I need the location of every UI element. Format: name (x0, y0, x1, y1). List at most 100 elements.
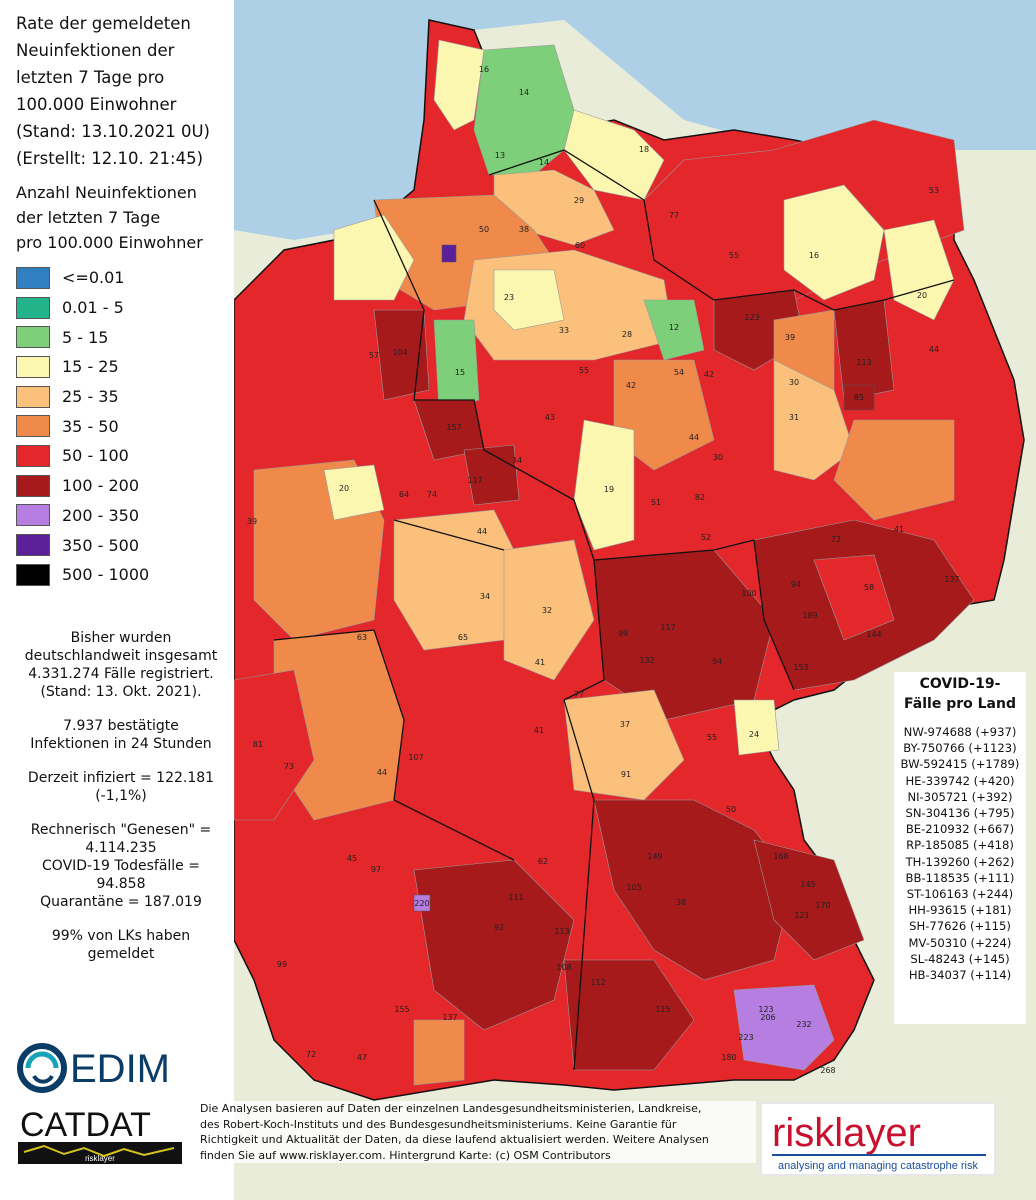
state-row: NW-974688 (+937) (903, 725, 1017, 739)
stat-line: 94.858 (96, 876, 146, 892)
legend-label: 5 - 15 (62, 327, 109, 347)
legend-swatch (16, 355, 50, 378)
district-value-label: 31 (789, 413, 799, 422)
district-value-label: 74 (427, 490, 437, 499)
state-row: BB-118535 (+111) (905, 870, 1015, 885)
district-value-label: 168 (773, 852, 788, 861)
district-value-label: 85 (854, 393, 864, 402)
district-value-label: 34 (512, 456, 522, 465)
district-value-label: 44 (929, 345, 939, 354)
district-value-label: 52 (701, 533, 711, 542)
district-value-label: 153 (793, 663, 808, 672)
legend-swatch (16, 504, 50, 527)
st-salzland-yellow (573, 419, 635, 551)
stat-line: Derzeit infiziert = 122.181 (27, 770, 215, 786)
footer-line: Die Analysen basieren auf Daten der einz… (200, 1102, 702, 1115)
district-value-label: 53 (929, 186, 939, 195)
district-value-label: 51 (651, 498, 661, 507)
district-value-label: 73 (284, 762, 294, 771)
stats-panel: Bisher wurden deutschlandweit insgesamt … (8, 625, 234, 1035)
district-value-label: 41 (894, 525, 904, 534)
state-title-line: Fälle pro Land (904, 696, 1016, 712)
district-value-label: 137 (944, 575, 959, 584)
district-value-label: 55 (707, 733, 717, 742)
state-row: BW-592415 (+1789) (900, 757, 1020, 772)
district-value-label: 112 (590, 978, 605, 987)
risklayer-logo-graphic: risklayer analysing and managing catastr… (760, 1102, 996, 1176)
district-value-label: 62 (538, 857, 548, 866)
title-line: Rate der gemeldeten (16, 14, 191, 33)
district-value-label: 149 (647, 852, 662, 861)
footer-line: Richtigkeit und Aktualität der Daten, da… (200, 1133, 709, 1146)
legend-item: 50 - 100 (16, 441, 234, 471)
district-value-label: 50 (479, 225, 489, 234)
footer-disclaimer: Die Analysen basieren auf Daten der einz… (196, 1101, 756, 1163)
district-value-label: 41 (534, 726, 544, 735)
stat-line: Quarantäne = 187.019 (40, 894, 202, 910)
legend-item: 350 - 500 (16, 530, 234, 560)
state-row: TH-139260 (+262) (905, 854, 1015, 869)
district-value-label: 99 (618, 629, 628, 638)
by-south-dark (563, 959, 695, 1071)
legend-swatch (16, 385, 50, 408)
legend-label: <=0.01 (62, 268, 125, 288)
catdat-logo-graphic: CATDAT risklayer (18, 1106, 182, 1164)
risklayer-tagline: analysing and managing catastrophe risk (778, 1160, 978, 1172)
district-value-label: 39 (785, 333, 795, 342)
stat-line: 4.331.274 Fälle registriert. (28, 666, 214, 682)
by-north-light (563, 689, 685, 801)
state-cases-panel: COVID-19- Fälle pro Land NW-974688 (+937… (894, 672, 1026, 1024)
stat-line: (-1,1%) (95, 788, 147, 804)
district-value-label: 42 (626, 381, 636, 390)
legend-item: 500 - 1000 (16, 560, 234, 590)
district-value-label: 113 (856, 358, 871, 367)
sh-green (473, 44, 575, 176)
district-value-label: 121 (794, 911, 809, 920)
district-value-label: 111 (508, 893, 523, 902)
state-row: ST-106163 (+244) (906, 887, 1014, 902)
legend-label: 0.01 - 5 (62, 298, 124, 318)
district-value-label: 12 (669, 323, 679, 332)
ni-vechta-green (433, 319, 480, 411)
map-label-group: 16 14 13 14 18 77 55 16 53 20 123 113 85 39 30 44 41 50 38… (247, 65, 960, 1075)
district-value-label: 117 (660, 623, 675, 632)
edim-logo-graphic: EDIM (17, 1043, 170, 1093)
legend-label: 100 - 200 (62, 476, 140, 496)
district-value-label: 189 (802, 611, 817, 620)
risklayer-logo: risklayer analysing and managing catastr… (760, 1102, 996, 1176)
district-value-label: 55 (729, 251, 739, 260)
state-row: MV-50310 (+224) (908, 935, 1012, 950)
district-value-label: 94 (712, 657, 722, 666)
stat-line: deutschlandweit insgesamt (24, 648, 218, 664)
state-row: BY-750766 (+1123) (903, 741, 1017, 756)
state-row: NI-305721 (+392) (907, 789, 1013, 804)
state-row: HH-93615 (+181) (908, 903, 1012, 918)
state-borders (273, 149, 955, 1071)
state-row: SH-77626 (+115) (909, 919, 1011, 934)
district-value-label: 43 (545, 413, 555, 422)
rp-red (234, 669, 315, 821)
district-value-label: 60 (575, 241, 585, 250)
district-value-label: 39 (247, 517, 257, 526)
stat-line: 4.114.235 (85, 840, 157, 856)
district-value-label: 157 (446, 423, 461, 432)
state-row: HE-339742 (+420) (905, 773, 1015, 788)
district-value-label: 13 (495, 151, 505, 160)
district-value-label: 37 (620, 720, 630, 729)
legend-item: 200 - 350 (16, 501, 234, 531)
district-value-label: 33 (559, 326, 569, 335)
district-value-label: 170 (815, 901, 830, 910)
legend-subtitle-line: der letzten 7 Tage (16, 208, 161, 227)
district-value-label: 32 (542, 606, 552, 615)
district-value-label: 45 (347, 854, 357, 863)
district-value-label: 92 (494, 923, 504, 932)
district-value-label: 64 (399, 490, 409, 499)
legend-subtitle: Anzahl Neuinfektionen der letzten 7 Tage… (16, 180, 234, 255)
district-value-label: 115 (655, 1005, 670, 1014)
legend-subtitle-line: pro 100.000 Einwohner (16, 233, 203, 252)
district-value-label: 206 (760, 1013, 775, 1022)
district-value-label: 117 (467, 476, 482, 485)
legend-label: 35 - 50 (62, 416, 119, 436)
bb-potsdam-light (773, 359, 855, 481)
district-value-label: 47 (357, 1053, 367, 1062)
